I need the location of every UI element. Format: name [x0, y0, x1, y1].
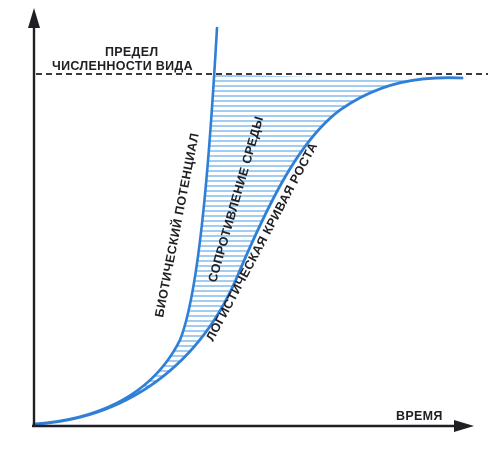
- logistic-growth-curve: [32, 76, 464, 426]
- limit-label-line2: ЧИСЛЕННОСТИ ВИДА: [52, 59, 193, 73]
- environment-resistance-area: [34, 75, 460, 424]
- biotic-potential-curve: [32, 26, 219, 426]
- time-axis-label: ВРЕМЯ: [396, 409, 443, 423]
- x-axis-arrow: [454, 420, 474, 432]
- limit-label-line1: ПРЕДЕЛ: [105, 45, 158, 59]
- y-axis-arrow: [28, 8, 40, 28]
